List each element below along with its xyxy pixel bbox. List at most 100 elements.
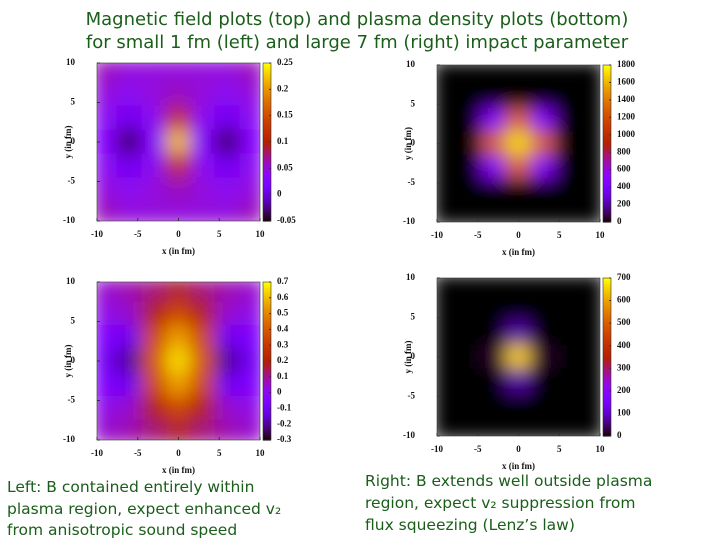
heat-cell [505, 178, 532, 203]
heat-cell [97, 153, 118, 179]
heat-cell [579, 392, 600, 417]
heat-cell [437, 107, 458, 133]
colorbar-segment [603, 351, 611, 355]
colorbar-segment [603, 122, 611, 126]
x-tick-label: 5 [557, 230, 562, 240]
colorbar-segment [263, 131, 271, 135]
heat-cell [530, 320, 556, 346]
heat-cell [530, 84, 556, 109]
colorbar-segment [603, 354, 611, 358]
heat-cell [190, 324, 216, 350]
colorbar-segment [603, 201, 611, 205]
heat-cell [141, 129, 167, 155]
colorbar-tick-label: 500 [617, 317, 631, 327]
heat-cell [481, 178, 507, 203]
colorbar-segment [603, 430, 611, 434]
x-tick-label: 10 [596, 444, 606, 454]
caption-line: from anisotropic sound speed [7, 521, 237, 539]
colorbar-segment [603, 206, 611, 210]
heat-cell [165, 200, 192, 221]
heat-cell [116, 282, 143, 303]
heat-cell [437, 84, 458, 109]
colorbar-segment [263, 368, 271, 373]
heat-cell [437, 415, 458, 436]
colorbar-segment [603, 119, 611, 124]
colorbar-segment [263, 308, 271, 312]
colorbar-segment [263, 136, 271, 140]
heat-cell [97, 82, 118, 107]
colorbar-segment [263, 382, 271, 386]
colorbar-segment [603, 143, 611, 147]
heat-cell [190, 419, 216, 440]
heat-cell [554, 178, 581, 203]
heat-cell [456, 154, 483, 180]
colorbar-segment [263, 318, 271, 323]
colorbar-segment [263, 376, 271, 381]
colorbar-segment [263, 345, 271, 349]
colorbar-segment [603, 70, 611, 74]
colorbar-segment [263, 199, 271, 204]
y-tick-label: 0 [71, 355, 76, 365]
heat-cell [456, 278, 483, 299]
heat-cell [190, 301, 216, 326]
heat-cell [481, 320, 507, 346]
colorbar-tick-label: 1000 [617, 129, 636, 139]
heat-cell [530, 65, 556, 86]
colorbar-segment [603, 146, 611, 150]
colorbar-segment [263, 73, 271, 77]
x-tick-label: 5 [557, 444, 562, 454]
colorbar-segment [263, 411, 271, 415]
colorbar-segment [263, 155, 271, 159]
colorbar-segment [603, 83, 611, 87]
colorbar-tick-label: 400 [617, 340, 631, 350]
colorbar-segment [603, 367, 611, 371]
title-line: for small 1 fm (left) and large 7 fm (ri… [86, 32, 629, 53]
y-axis-label: y (in fm) [63, 345, 73, 378]
colorbar-segment [263, 118, 271, 122]
heat-cell [505, 107, 532, 133]
heat-cell [579, 107, 600, 133]
heat-cell [239, 105, 260, 131]
colorbar-tick-label: 1800 [617, 59, 636, 69]
heat-cell [530, 415, 556, 436]
colorbar-segment [263, 218, 271, 222]
colorbar-frame [602, 64, 612, 223]
colorbar-segment [603, 208, 611, 213]
y-tick-label: -10 [403, 430, 415, 440]
colorbar-segment [603, 99, 611, 103]
y-tick-label: -10 [63, 215, 75, 225]
heat-cell [530, 344, 556, 370]
colorbar-tick-label: 200 [617, 385, 631, 395]
colorbar-segment [263, 316, 271, 320]
x-axis-label: x (in fm) [162, 465, 195, 475]
colorbar-tick-label: 600 [617, 295, 631, 305]
colorbar-frame [602, 277, 612, 437]
colorbar-segment [263, 163, 271, 167]
colorbar-segment [263, 426, 271, 431]
x-tick-label: 5 [217, 229, 222, 239]
colorbar-segment [603, 195, 611, 200]
colorbar-segment [603, 167, 611, 171]
colorbar-segment [603, 304, 611, 308]
heat-cell [97, 129, 118, 155]
colorbar-segment [263, 102, 271, 106]
caption-line: region, expect v₂ suppression from [365, 494, 635, 512]
colorbar-tick-label: 0.25 [277, 57, 293, 67]
heat-cell [456, 65, 483, 86]
heat-cell [505, 131, 532, 156]
colorbar-segment [603, 322, 611, 326]
colorbar-segment [263, 339, 271, 344]
colorbar-segment [263, 147, 271, 151]
colorbar-tick-label: 0.05 [277, 162, 293, 172]
heat-cell [190, 348, 216, 374]
heat-cell [481, 65, 507, 86]
heat-cell [530, 131, 556, 156]
heat-cell [239, 396, 260, 421]
colorbar-tick-label: 0.3 [277, 339, 289, 349]
heat-cell [97, 372, 118, 398]
heat-cell [481, 107, 507, 133]
heat-cell [481, 415, 507, 436]
heat-cell [116, 396, 143, 421]
colorbar-segment [263, 142, 271, 146]
